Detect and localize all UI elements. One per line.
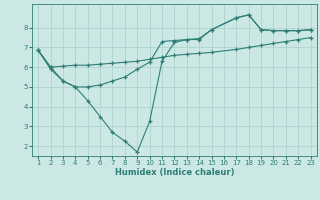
X-axis label: Humidex (Indice chaleur): Humidex (Indice chaleur)	[115, 168, 234, 177]
